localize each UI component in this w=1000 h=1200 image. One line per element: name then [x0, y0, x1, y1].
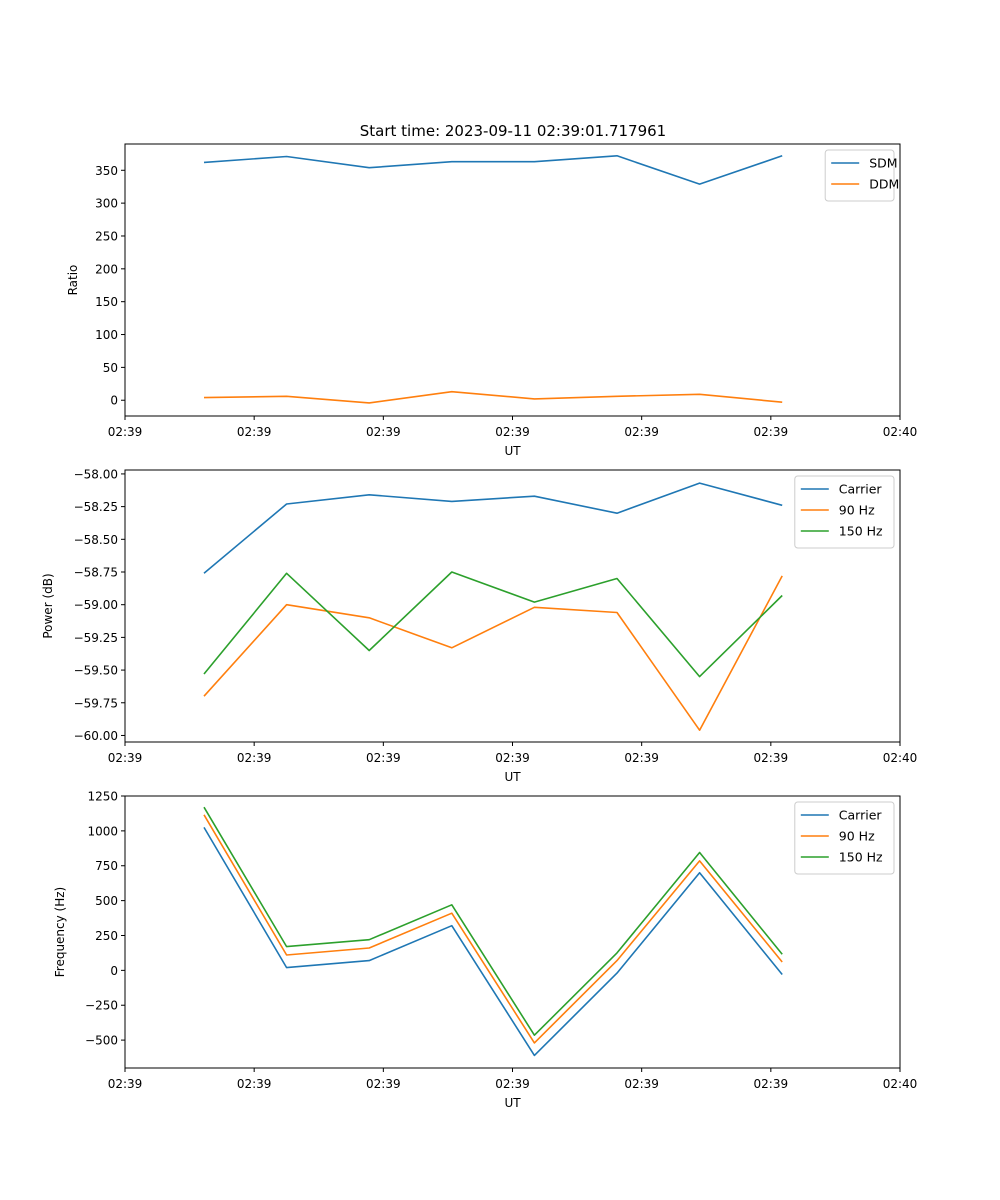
legend-box	[794, 801, 895, 875]
x-axis-label: UT	[504, 444, 521, 458]
y-tick-label: −60.00	[74, 729, 118, 743]
x-tick-label: 02:39	[495, 751, 530, 765]
x-tick-label: 02:39	[366, 425, 401, 439]
y-tick-label: −59.75	[74, 696, 118, 710]
y-tick-label: −59.00	[74, 598, 118, 612]
y-axis-label: Power (dB)	[41, 573, 55, 638]
x-tick-label: 02:39	[624, 751, 659, 765]
x-axis-label: UT	[504, 770, 521, 784]
plots: 02:39 02:39 02:39 02:39 02:39 02:39 02:40 0 50 10…	[41, 143, 918, 1111]
x-tick-label: 02:39	[624, 1077, 659, 1091]
x-tick-label: 02:39	[237, 425, 272, 439]
y-tick-label: 250	[95, 229, 118, 243]
series-line-carrier	[203, 826, 783, 1057]
series-line-90-hz	[203, 575, 783, 732]
y-tick-label: −59.50	[74, 664, 118, 678]
x-tick-label: 02:39	[366, 1077, 401, 1091]
y-tick-label: −58.00	[74, 467, 118, 481]
y-tick-label: 250	[95, 929, 118, 943]
legend-box	[794, 475, 895, 549]
legend-label: Carrier	[839, 482, 883, 497]
y-tick-label: 300	[95, 197, 118, 211]
panel-3: 02:39 02:39 02:39 02:39 02:39 02:39 02:40 1250 1…	[53, 790, 917, 1111]
x-tick-label: 02:40	[883, 425, 918, 439]
figure-title: Start time: 2023-09-11 02:39:01.717961	[360, 122, 666, 140]
x-tick-label: 02:39	[237, 1077, 272, 1091]
series-line-ddm	[203, 390, 783, 404]
x-axis-label: UT	[504, 1096, 521, 1110]
x-tick-label: 02:39	[754, 425, 789, 439]
legend-label: 150 Hz	[839, 850, 883, 865]
legend-label: 90 Hz	[839, 829, 875, 844]
x-tick-label: 02:40	[883, 751, 918, 765]
legend-label: DDM	[869, 177, 899, 192]
series-line-carrier	[203, 482, 783, 574]
x-tick-label: 02:39	[754, 751, 789, 765]
series-line-sdm	[203, 155, 783, 185]
y-tick-label: 0	[110, 394, 118, 408]
y-axis-label: Ratio	[66, 265, 80, 296]
legend-label: SDM	[869, 156, 897, 171]
x-tick-label: 02:40	[883, 1077, 918, 1091]
x-tick-label: 02:39	[237, 751, 272, 765]
y-tick-label: −250	[85, 999, 118, 1013]
y-tick-label: 500	[95, 894, 118, 908]
legend-label: 150 Hz	[839, 524, 883, 539]
x-tick-label: 02:39	[624, 425, 659, 439]
x-tick-label: 02:39	[495, 425, 530, 439]
x-tick-label: 02:39	[366, 751, 401, 765]
y-tick-label: −59.25	[74, 631, 118, 645]
x-tick-label: 02:39	[108, 751, 143, 765]
y-tick-label: −58.25	[74, 500, 118, 514]
x-tick-label: 02:39	[108, 1077, 143, 1091]
series-line-90-hz	[203, 814, 783, 1044]
y-tick-label: 1000	[87, 824, 118, 838]
panel-2: 02:39 02:39 02:39 02:39 02:39 02:39 02:40 −58.0…	[41, 467, 917, 784]
legend-label: 90 Hz	[839, 503, 875, 518]
legend-label: Carrier	[839, 808, 883, 823]
series-line-150-hz	[203, 571, 783, 678]
y-tick-label: 350	[95, 164, 118, 178]
y-tick-label: −58.50	[74, 533, 118, 547]
x-tick-label: 02:39	[108, 425, 143, 439]
series-line-150-hz	[203, 806, 783, 1036]
legend: Carrier 90 Hz 150 Hz	[794, 475, 895, 549]
y-tick-label: −58.75	[74, 566, 118, 580]
y-tick-label: 50	[103, 361, 118, 375]
y-axis-label: Frequency (Hz)	[53, 887, 67, 978]
legend: Carrier 90 Hz 150 Hz	[794, 801, 895, 875]
panel-1: 02:39 02:39 02:39 02:39 02:39 02:39 02:40 0 50 10…	[66, 143, 918, 458]
legend: SDM DDM	[824, 149, 899, 202]
y-tick-label: −500	[85, 1034, 118, 1048]
y-tick-label: 0	[110, 964, 118, 978]
y-tick-label: 1250	[87, 790, 118, 804]
y-tick-label: 150	[95, 295, 118, 309]
x-tick-label: 02:39	[495, 1077, 530, 1091]
y-tick-label: 200	[95, 262, 118, 276]
x-tick-label: 02:39	[754, 1077, 789, 1091]
y-tick-label: 100	[95, 328, 118, 342]
y-tick-label: 750	[95, 859, 118, 873]
